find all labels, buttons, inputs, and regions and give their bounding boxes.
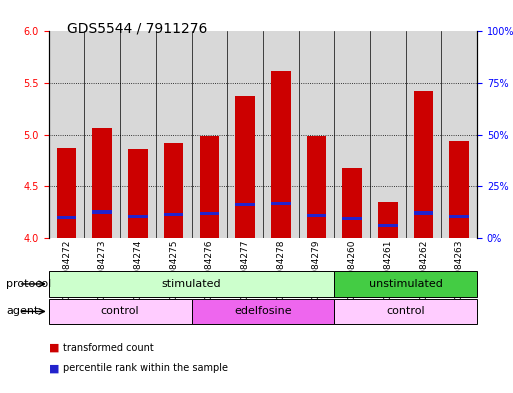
Text: unstimulated: unstimulated xyxy=(369,279,443,289)
Text: transformed count: transformed count xyxy=(63,343,154,353)
Text: control: control xyxy=(101,307,140,316)
Bar xyxy=(92,129,112,238)
Text: protocol: protocol xyxy=(6,279,51,289)
Bar xyxy=(370,31,406,238)
Bar xyxy=(128,215,148,218)
Bar xyxy=(156,31,191,238)
Bar xyxy=(271,71,290,238)
Bar xyxy=(342,167,362,238)
Bar xyxy=(378,202,398,238)
Bar xyxy=(191,299,334,324)
Bar xyxy=(342,217,362,220)
Bar xyxy=(271,202,290,205)
Bar xyxy=(164,213,184,216)
Bar xyxy=(128,149,148,238)
Bar xyxy=(334,299,477,324)
Bar xyxy=(413,91,433,238)
Bar xyxy=(307,136,326,238)
Bar xyxy=(92,210,112,213)
Text: control: control xyxy=(386,307,425,316)
Bar xyxy=(235,96,255,238)
Bar xyxy=(441,31,477,238)
Bar xyxy=(235,203,255,206)
Bar xyxy=(49,299,191,324)
Bar xyxy=(57,216,76,219)
Text: ■: ■ xyxy=(49,363,59,373)
Bar xyxy=(413,211,433,215)
Bar xyxy=(49,271,334,297)
Bar xyxy=(57,148,76,238)
Bar xyxy=(334,271,477,297)
Bar xyxy=(263,31,299,238)
Bar xyxy=(191,31,227,238)
Bar xyxy=(449,141,469,238)
Text: stimulated: stimulated xyxy=(162,279,221,289)
Bar xyxy=(200,136,219,238)
Bar xyxy=(299,31,334,238)
Bar xyxy=(307,214,326,217)
Bar xyxy=(85,31,120,238)
Text: agent: agent xyxy=(6,307,38,316)
Bar xyxy=(200,212,219,215)
Text: GDS5544 / 7911276: GDS5544 / 7911276 xyxy=(67,22,207,36)
Bar xyxy=(378,224,398,227)
Text: percentile rank within the sample: percentile rank within the sample xyxy=(63,363,228,373)
Bar xyxy=(227,31,263,238)
Bar xyxy=(449,215,469,218)
Text: edelfosine: edelfosine xyxy=(234,307,292,316)
Text: ■: ■ xyxy=(49,343,59,353)
Bar xyxy=(120,31,156,238)
Bar xyxy=(164,143,184,238)
Bar xyxy=(49,31,85,238)
Bar xyxy=(406,31,441,238)
Bar xyxy=(334,31,370,238)
